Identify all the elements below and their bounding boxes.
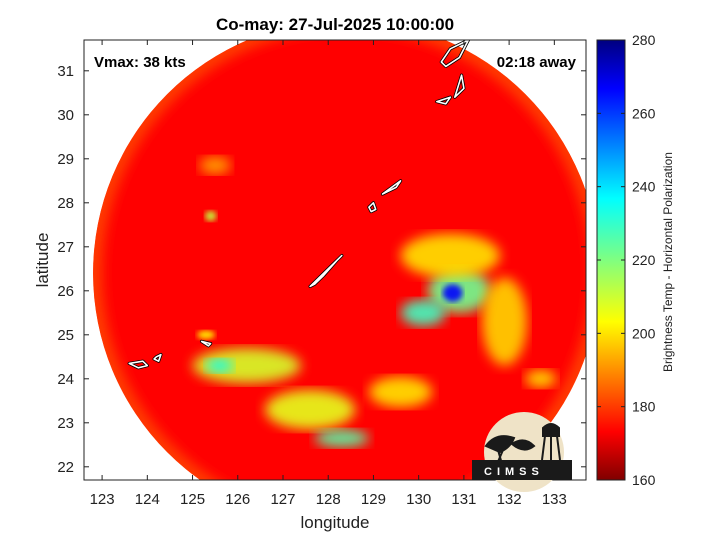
- x-tick-label: 125: [180, 491, 205, 508]
- colorbar-tick-label: 220: [632, 252, 656, 268]
- logo-dish-icon: [484, 435, 536, 465]
- y-tick-label: 30: [57, 107, 74, 124]
- y-tick-label: 29: [57, 151, 74, 168]
- coastline: [454, 74, 465, 98]
- x-tick-label: 133: [542, 491, 567, 508]
- time-offset-annotation: 02:18 away: [497, 54, 577, 71]
- colorbar-tick-label: 160: [632, 472, 656, 488]
- coastline: [440, 40, 470, 68]
- vmax-annotation: Vmax: 38 kts: [94, 54, 186, 71]
- precip-cell-25: [197, 330, 216, 340]
- x-tick-label: 130: [406, 491, 431, 508]
- colorbar-label: Brightness Temp - Horizontal Polarizatio…: [661, 152, 675, 372]
- x-tick-label: 123: [90, 491, 115, 508]
- precip-band-south-b: [206, 359, 234, 373]
- precip-band-north: [400, 233, 501, 278]
- x-tick-label: 127: [270, 491, 295, 508]
- precip-band-east: [481, 277, 528, 366]
- x-tick-label: 132: [497, 491, 522, 508]
- coastline: [128, 360, 149, 369]
- y-tick-label: 31: [57, 63, 74, 80]
- colorbar-tick-label: 180: [632, 399, 656, 415]
- colorbar-gradient: [596, 39, 626, 481]
- chart-title: Co-may: 27-Jul-2025 10:00:00: [216, 15, 454, 34]
- logo-band: [472, 460, 572, 480]
- coastline: [200, 340, 212, 347]
- coastline: [153, 353, 162, 362]
- y-tick-label: 25: [57, 327, 74, 344]
- y-tick-label: 27: [57, 239, 74, 256]
- precip-cell-29: [199, 156, 231, 175]
- precip-band-south-a: [192, 348, 302, 384]
- swath: [93, 40, 586, 480]
- precip-band-south-d: [314, 429, 369, 448]
- colorbar: 160 180 200 220 240 260 280 Brightness Temp - …: [596, 32, 675, 488]
- cimss-logo: CIMSS: [472, 412, 572, 492]
- y-tick-label: 28: [57, 195, 74, 212]
- coastline: [368, 202, 377, 213]
- swath-background: [93, 40, 586, 480]
- y-tick-label: 26: [57, 283, 74, 300]
- coastlines: [127, 40, 470, 370]
- precip-band-south-e: [368, 376, 433, 408]
- coastline: [309, 254, 343, 288]
- x-axis-label: longitude: [300, 513, 369, 532]
- colorbar-ticks: 160 180 200 220 240 260 280: [597, 32, 656, 488]
- precip-cell-24a: [524, 370, 557, 388]
- x-tick-label: 129: [361, 491, 386, 508]
- plot-frame: [83, 39, 587, 481]
- logo-text: CIMSS: [484, 466, 544, 478]
- coastline: [381, 180, 402, 195]
- plot-area: 123 124 125 126 127 128 129 130 131 132 133 22 23 24 2…: [57, 39, 587, 508]
- x-tick-label: 124: [135, 491, 160, 508]
- y-axis-label: latitude: [33, 233, 52, 288]
- x-tick-label: 126: [225, 491, 250, 508]
- colorbar-tick-label: 240: [632, 179, 656, 195]
- coastline: [436, 96, 452, 105]
- x-tick-label: 128: [316, 491, 341, 508]
- logo-water-tower-icon: [541, 423, 561, 461]
- precip-cell-28: [204, 210, 217, 222]
- y-tick-label: 23: [57, 415, 74, 432]
- colorbar-tick-label: 280: [632, 32, 656, 48]
- x-tick-label: 131: [451, 491, 476, 508]
- precip-band-south-c: [264, 389, 356, 430]
- colorbar-tick-label: 260: [632, 105, 656, 121]
- y-tick-label: 24: [57, 371, 74, 388]
- colorbar-tick-label: 200: [632, 325, 656, 341]
- y-tick-label: 22: [57, 459, 74, 476]
- precip-core-center: [442, 284, 463, 302]
- axis-ticks: 123 124 125 126 127 128 129 130 131 132 133 22 23 24 2…: [57, 40, 586, 508]
- precip-band-core-west: [400, 299, 446, 326]
